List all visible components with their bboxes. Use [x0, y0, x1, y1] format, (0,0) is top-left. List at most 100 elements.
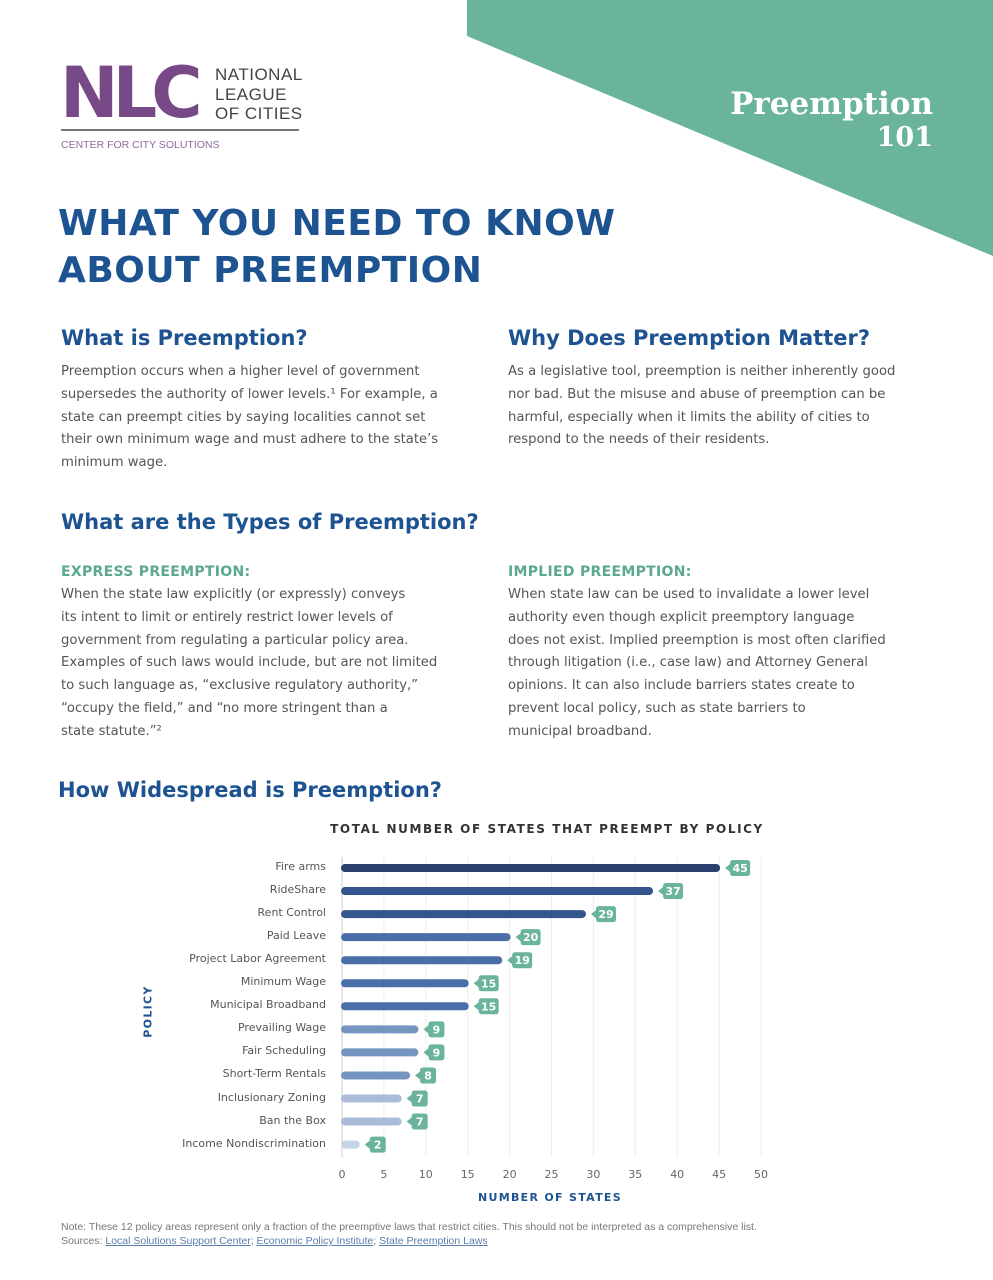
data-label-badge	[591, 906, 617, 923]
text-line: When state law can be used to invalidate…	[508, 587, 870, 602]
x-tick-label: 10	[418, 1168, 433, 1181]
data-label: 7	[416, 1093, 424, 1106]
text-line: government from regulating a particular …	[61, 632, 409, 648]
x-tick-label: 30	[586, 1168, 601, 1181]
data-label-badge	[473, 975, 499, 992]
category-label: Project Labor Agreement	[189, 952, 326, 966]
logo-name-line: OF CITIES	[215, 104, 303, 123]
logo-divider	[61, 129, 299, 131]
data-label-badge	[415, 1067, 437, 1084]
data-label-badge	[473, 998, 499, 1015]
text-line: minimum wage.	[61, 455, 168, 471]
text-line: respond to the needs of their residents.	[508, 432, 770, 448]
text-line: municipal broadband.	[508, 723, 652, 739]
source-link-lssc[interactable]: Local Solutions Support Center	[105, 1235, 251, 1247]
para-express: When the state law explicitly (or expres…	[61, 584, 437, 744]
category-label: Fire arms	[275, 860, 326, 873]
x-axis-label: NUMBER OF STATES	[478, 1191, 622, 1204]
x-tick-label: 35	[628, 1168, 643, 1181]
note-text: Note: These 12 policy areas represent on…	[61, 1221, 757, 1233]
text-line: Examples of such laws would include, but…	[61, 655, 438, 671]
header-banner	[467, 0, 993, 256]
text-line: its intent to limit or entirely restrict…	[61, 609, 393, 625]
category-label: Inclusionary Zoning	[217, 1090, 326, 1104]
text-line: state statute.”²	[61, 723, 162, 739]
logo-subtitle: CENTER FOR CITY SOLUTIONS	[61, 139, 220, 151]
text-line: opinions. It can also include barriers s…	[508, 678, 855, 694]
text-line: “occupy the field,” and “no more stringe…	[61, 700, 388, 716]
data-label-badge	[423, 1044, 445, 1061]
data-label: 15	[481, 977, 496, 990]
text-line: Preemption occurs when a higher level of…	[61, 364, 420, 379]
heading-why: Why Does Preemption Matter?	[508, 326, 871, 350]
data-label-badge	[406, 1090, 428, 1107]
data-label-badge	[507, 952, 533, 969]
category-label: Rent Control	[257, 906, 326, 920]
data-label-badge	[515, 929, 541, 946]
logo-mark: NLC	[60, 52, 203, 134]
text-line: does not exist. Implied preemption is mo…	[508, 632, 886, 648]
heading-implied: IMPLIED PREEMPTION:	[508, 564, 692, 580]
category-label: RideShare	[269, 883, 326, 897]
category-label: Paid Leave	[266, 929, 326, 943]
category-label: Income Nondiscrimination	[182, 1136, 326, 1150]
sources-line: Sources: Local Solutions Support Center;…	[61, 1235, 488, 1247]
data-label: 9	[433, 1023, 441, 1036]
text-line: As a legislative tool, preemption is nei…	[508, 364, 896, 379]
text-line: prevent local policy, such as state barr…	[508, 700, 806, 716]
para-implied: When state law can be used to invalidate…	[508, 584, 886, 744]
heading-types: What are the Types of Preemption?	[61, 510, 479, 534]
banner-subtitle: 101	[876, 122, 933, 153]
title-line: WHAT YOU NEED TO KNOW	[58, 203, 616, 244]
text-line: When the state law explicitly (or expres…	[61, 587, 406, 602]
data-label: 19	[515, 954, 530, 967]
x-tick-label: 20	[502, 1168, 517, 1181]
text-line: their own minimum wage and must adhere t…	[61, 432, 439, 448]
text-line: nor bad. But the misuse and abuse of pre…	[508, 386, 886, 402]
logo-name: NATIONAL LEAGUE OF CITIES	[215, 65, 303, 124]
y-axis-label: POLICY	[141, 985, 155, 1038]
x-tick-label: 50	[754, 1168, 768, 1181]
data-label: 2	[374, 1139, 382, 1152]
sources-label: Sources:	[61, 1235, 106, 1247]
x-tick-label: 0	[338, 1168, 346, 1181]
text-line: through litigation (i.e., case law) and …	[508, 655, 868, 671]
category-label: Prevailing Wage	[237, 1021, 326, 1035]
text-line: authority even though explicit preemptor…	[508, 609, 855, 625]
data-label: 8	[424, 1069, 432, 1082]
text-line: state can preempt cities by saying local…	[61, 409, 426, 425]
x-tick-label: 25	[544, 1168, 559, 1181]
x-tick-label: 40	[670, 1168, 685, 1181]
category-label: Fair Scheduling	[242, 1044, 326, 1058]
chart-title: TOTAL NUMBER OF STATES THAT PREEMPT BY P…	[330, 822, 764, 836]
data-label: 9	[433, 1046, 441, 1059]
source-link-epi[interactable]: Economic Policy Institute	[256, 1235, 374, 1247]
logo-name-line: LEAGUE	[215, 84, 287, 104]
data-label-badge	[406, 1113, 428, 1130]
para-why: As a legislative tool, preemption is nei…	[508, 361, 895, 452]
x-tick-label: 45	[712, 1168, 727, 1181]
footnote: Note: These 12 policy areas represent on…	[61, 1220, 757, 1248]
data-label: 20	[523, 931, 539, 944]
banner-title: Preemption	[730, 86, 933, 122]
data-label-badge	[364, 1136, 386, 1153]
title-line: ABOUT PREEMPTION	[58, 250, 483, 291]
text-line: harmful, especially when it limits the a…	[508, 409, 870, 425]
category-label: Short-Term Rentals	[222, 1067, 326, 1081]
category-label: Minimum Wage	[240, 975, 326, 989]
data-label: 45	[732, 862, 747, 875]
category-label: Ban the Box	[259, 1113, 326, 1127]
category-label: Municipal Broadband	[210, 998, 326, 1012]
source-link-state-laws[interactable]: State Preemption Laws	[379, 1235, 488, 1247]
data-label-badge	[725, 860, 751, 876]
data-label-badge	[658, 883, 684, 900]
heading-what: What is Preemption?	[61, 326, 308, 350]
text-line: supersedes the authority of lower levels…	[61, 386, 438, 402]
logo-name-line: NATIONAL	[215, 65, 303, 84]
heading-widespread: How Widespread is Preemption?	[58, 778, 442, 802]
data-label: 7	[416, 1116, 424, 1129]
para-what: Preemption occurs when a higher level of…	[61, 361, 438, 475]
x-tick-label: 5	[380, 1168, 388, 1181]
data-label: 37	[665, 885, 680, 898]
